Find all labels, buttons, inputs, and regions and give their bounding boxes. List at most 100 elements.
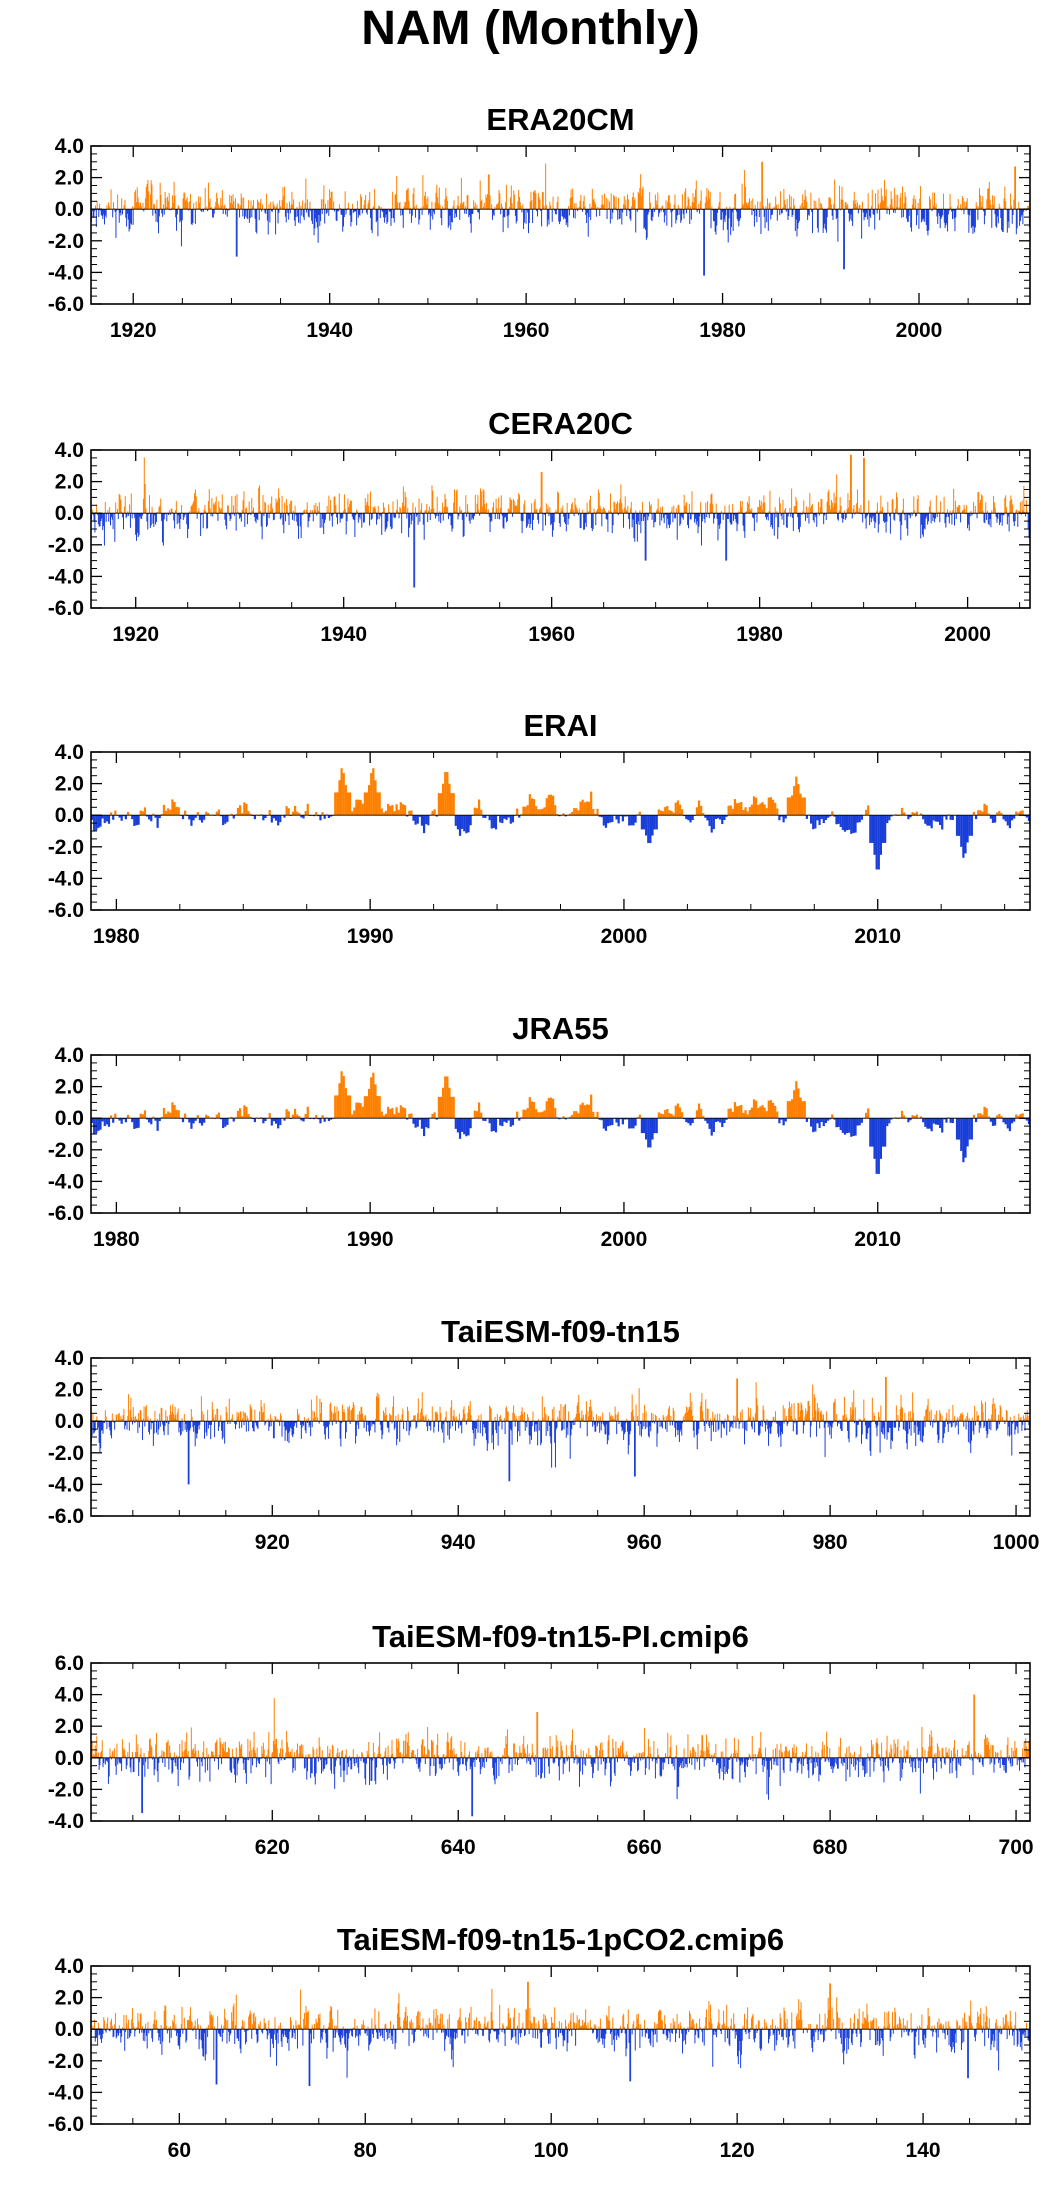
- bar: [197, 1750, 199, 1758]
- bar: [839, 185, 841, 210]
- bar: [954, 513, 956, 526]
- bar: [740, 507, 742, 514]
- bar: [537, 1419, 539, 1422]
- bar: [780, 815, 783, 817]
- bar: [860, 1419, 862, 1422]
- bar: [604, 193, 606, 210]
- bar: [709, 1421, 711, 1428]
- bar: [229, 1757, 231, 1771]
- bar: [273, 1421, 275, 1439]
- bar: [1005, 1409, 1007, 1422]
- bar: [518, 815, 521, 818]
- bar: [998, 513, 1000, 515]
- bar: [923, 1416, 925, 1422]
- bar: [447, 507, 449, 514]
- bar: [347, 498, 349, 514]
- bar: [968, 1418, 970, 1422]
- bar: [486, 502, 488, 514]
- bar: [446, 196, 448, 210]
- bar: [501, 1421, 503, 1430]
- bar: [639, 510, 641, 514]
- bar: [259, 510, 261, 514]
- bar: [924, 513, 926, 530]
- bar: [268, 1421, 270, 1431]
- bar: [379, 1421, 381, 1425]
- bar: [546, 1414, 548, 1422]
- bar: [694, 1420, 696, 1422]
- bar: [912, 198, 914, 210]
- bar: [573, 1418, 575, 1422]
- bar: [719, 513, 721, 529]
- bar: [727, 1415, 729, 1422]
- bar: [841, 815, 844, 830]
- bar: [676, 800, 679, 816]
- bar: [376, 209, 378, 221]
- bar: [609, 815, 612, 823]
- bar: [412, 815, 415, 821]
- bar: [416, 815, 419, 824]
- bar: [788, 1408, 790, 1422]
- bar: [482, 206, 484, 210]
- bar: [898, 1421, 900, 1428]
- bar: [550, 1421, 552, 1444]
- bar: [539, 507, 541, 514]
- bar: [731, 1111, 734, 1119]
- bar: [558, 1410, 560, 1422]
- bar: [986, 1421, 988, 1439]
- bar: [336, 513, 338, 518]
- bar: [1015, 1421, 1017, 1426]
- bar: [764, 209, 766, 229]
- bar: [778, 815, 781, 821]
- bar: [917, 202, 919, 210]
- bar: [359, 513, 361, 520]
- bar: [151, 1747, 153, 1758]
- panel-title: ERAI: [523, 708, 597, 743]
- bar: [360, 194, 362, 210]
- bar: [166, 1742, 168, 1758]
- bar: [182, 198, 184, 210]
- bar: [353, 1110, 356, 1119]
- bar: [369, 191, 371, 210]
- bar: [604, 1421, 606, 1435]
- bar: [208, 1421, 210, 1425]
- bar: [319, 513, 321, 528]
- bar: [992, 1398, 994, 1422]
- bar: [893, 187, 895, 210]
- bar: [181, 1118, 185, 1123]
- bar: [984, 1421, 986, 1427]
- bar: [996, 209, 998, 228]
- bar: [412, 1118, 415, 1124]
- bar: [462, 202, 464, 210]
- bar: [302, 815, 305, 819]
- bar: [241, 1756, 243, 1758]
- bar: [580, 194, 582, 210]
- bar: [998, 203, 1000, 210]
- bar: [414, 206, 416, 210]
- bar: [911, 812, 914, 816]
- bar: [700, 805, 703, 816]
- bar: [504, 513, 506, 518]
- bar: [233, 513, 235, 516]
- bar: [581, 208, 583, 210]
- bar: [408, 200, 410, 210]
- bar: [437, 202, 439, 210]
- bar: [230, 1419, 232, 1422]
- bar: [294, 209, 296, 226]
- bar: [94, 1421, 96, 1431]
- bar: [805, 815, 808, 819]
- bar: [726, 513, 728, 519]
- bar: [118, 1118, 121, 1121]
- bar: [587, 513, 589, 515]
- bar: [307, 513, 309, 528]
- bar: [959, 1415, 961, 1422]
- bar: [256, 209, 258, 234]
- bar: [936, 815, 940, 822]
- bar: [311, 209, 313, 225]
- bar: [422, 513, 424, 525]
- bar: [768, 511, 770, 514]
- bar: [301, 513, 303, 515]
- bar: [152, 1755, 154, 1758]
- bar: [568, 513, 570, 519]
- bar: [138, 1421, 140, 1428]
- bar: [413, 187, 415, 210]
